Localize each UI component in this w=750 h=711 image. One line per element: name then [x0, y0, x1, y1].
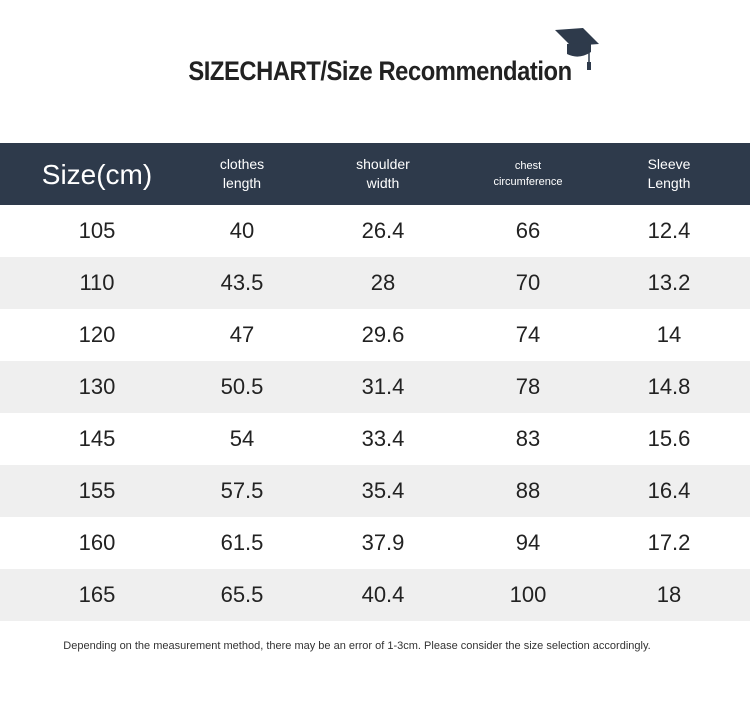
- table-cell: 88: [515, 478, 541, 503]
- table-row: 105 40 26.4 66 12.4: [0, 205, 750, 257]
- table-cell: 40.4: [361, 582, 405, 607]
- header-line: shoulder: [356, 156, 410, 172]
- table-cell: 43.5: [220, 270, 264, 295]
- table-cell: 12.4: [647, 218, 691, 243]
- table-row: 130 50.5 31.4 78 14.8: [0, 361, 750, 413]
- table-row: 110 43.5 28 70 13.2: [0, 257, 750, 309]
- table-cell: 130: [78, 374, 116, 399]
- table-cell: 13.2: [647, 270, 691, 295]
- table-cell: 50.5: [220, 374, 264, 399]
- table-cell: 18: [656, 582, 682, 607]
- table-cell: 70: [515, 270, 541, 295]
- header-line: width: [366, 175, 400, 191]
- table-cell: 14: [656, 322, 682, 347]
- table-cell: 16.4: [647, 478, 691, 503]
- table-cell: 145: [78, 426, 116, 451]
- table-cell: 17.2: [647, 530, 691, 555]
- table-cell: 120: [78, 322, 116, 347]
- table-cell: 33.4: [361, 426, 405, 451]
- table-cell: 40: [229, 218, 255, 243]
- table-cell: 61.5: [220, 530, 264, 555]
- table-cell: 74: [515, 322, 541, 347]
- header-cell: chest circumference: [448, 143, 608, 205]
- header-line: length: [222, 175, 262, 191]
- size-table: Size(cm) clothes length shoulder width chest c…: [0, 143, 750, 621]
- table-cell: 105: [78, 218, 116, 243]
- header-line: circumference: [493, 176, 563, 188]
- cap-icon: [555, 28, 599, 70]
- table-cell: 31.4: [361, 374, 405, 399]
- table-cell: 57.5: [220, 478, 264, 503]
- header-line: chest: [514, 160, 542, 172]
- header-row: Size(cm) clothes length shoulder width chest c…: [0, 143, 750, 205]
- table-row: 165 65.5 40.4 100 18: [0, 569, 750, 621]
- table-cell: 47: [229, 322, 255, 347]
- table-cell: 35.4: [361, 478, 405, 503]
- table-cell: 28: [370, 270, 396, 295]
- table-row: 160 61.5 37.9 94 17.2: [0, 517, 750, 569]
- table-cell: 100: [509, 582, 547, 607]
- header-cell: shoulder width: [303, 143, 463, 205]
- header-cell: Sleeve Length: [589, 143, 749, 205]
- table-row: 120 47 29.6 74 14: [0, 309, 750, 361]
- table-cell: 66: [515, 218, 541, 243]
- table-row: 155 57.5 35.4 88 16.4: [0, 465, 750, 517]
- header-line: Sleeve: [647, 156, 691, 172]
- header-line: Length: [647, 175, 691, 191]
- header-line: clothes: [219, 156, 265, 172]
- table-cell: 78: [515, 374, 541, 399]
- table-cell: 15.6: [647, 426, 691, 451]
- table-cell: 29.6: [361, 322, 405, 347]
- table-row: 145 54 33.4 83 15.6: [0, 413, 750, 465]
- title: SIZECHART/Size Recommendation: [188, 56, 572, 86]
- table-cell: 54: [229, 426, 255, 451]
- table-cell: 26.4: [361, 218, 405, 243]
- table-cell: 83: [515, 426, 541, 451]
- table-cell: 155: [78, 478, 116, 503]
- header-line: Size(cm): [41, 158, 153, 190]
- table-cell: 37.9: [361, 530, 405, 555]
- table-cell: 110: [79, 270, 115, 295]
- table-cell: 165: [78, 582, 116, 607]
- table-cell: 94: [515, 530, 541, 555]
- header-cell: clothes length: [162, 143, 322, 205]
- table-cell: 65.5: [220, 582, 264, 607]
- table-cell: 14.8: [647, 374, 691, 399]
- note: Depending on the measurement method, the…: [63, 640, 651, 652]
- table-cell: 160: [78, 530, 116, 555]
- header-cell: Size(cm): [17, 143, 177, 205]
